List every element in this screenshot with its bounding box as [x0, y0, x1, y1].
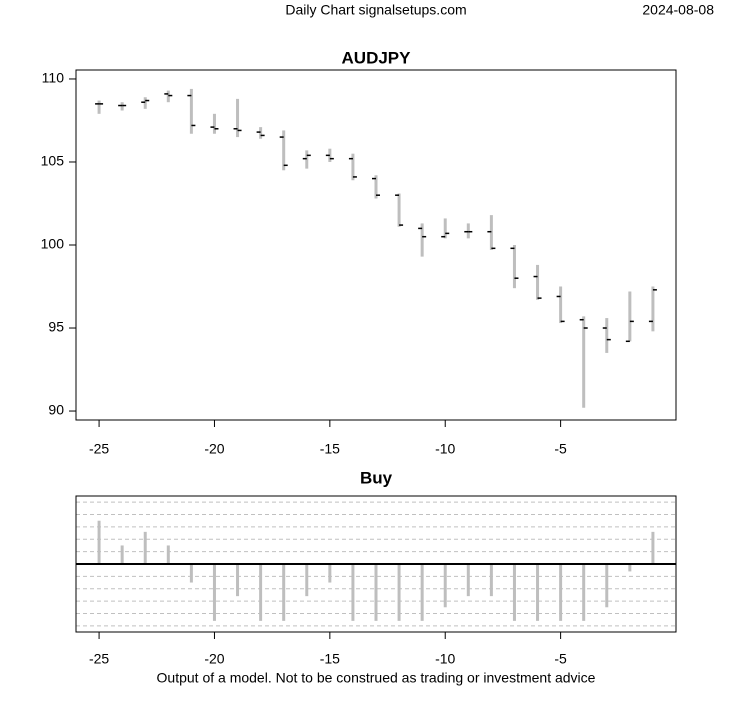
x-tick-label: -5: [554, 441, 567, 457]
x-tick-label: -15: [320, 651, 340, 667]
x-tick-label: -5: [554, 651, 567, 667]
x-tick-label: -10: [435, 441, 455, 457]
x-tick-label: -25: [89, 651, 109, 667]
x-tick-label: -20: [204, 441, 224, 457]
y-tick-label: 110: [42, 70, 65, 86]
x-tick-label: -25: [89, 441, 109, 457]
x-tick-label: -10: [435, 651, 455, 667]
x-tick-label: -15: [320, 441, 340, 457]
y-tick-label: 105: [41, 153, 65, 169]
y-tick-label: 95: [48, 319, 64, 335]
footer: Output of a model. Not to be construed a…: [157, 670, 596, 686]
panel-title: AUDJPY: [342, 48, 412, 67]
panel-title: Buy: [360, 468, 393, 487]
y-tick-label: 100: [41, 236, 65, 252]
x-tick-label: -20: [204, 651, 224, 667]
plot-frame: [75, 69, 677, 421]
page-title: Daily Chart signalsetups.com: [285, 2, 466, 18]
date: 2024-08-08: [642, 2, 714, 18]
y-tick-label: 90: [48, 402, 64, 418]
